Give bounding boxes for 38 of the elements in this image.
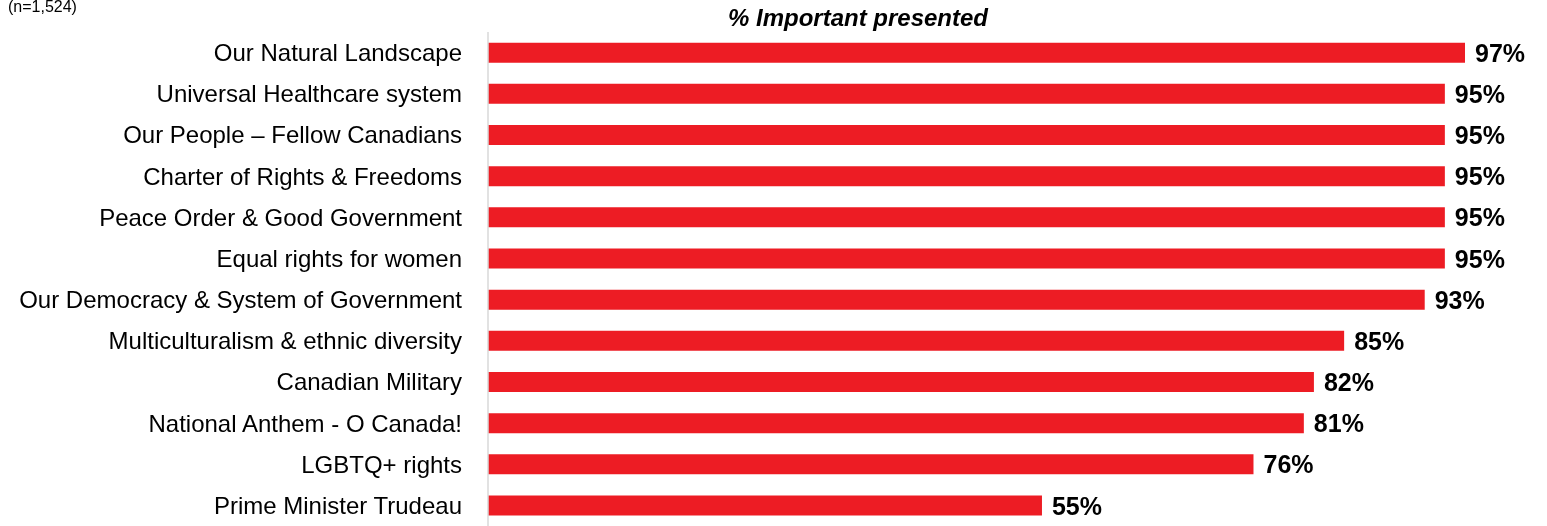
y-tick-label: Canadian Military: [276, 368, 462, 396]
bar: [488, 372, 1314, 393]
data-label: 82%: [1323, 368, 1374, 397]
data-label: 85%: [1354, 326, 1405, 355]
y-tick-label: Multiculturalism & ethnic diversity: [108, 327, 462, 355]
y-tick-label: Charter of Rights & Freedoms: [143, 162, 462, 190]
bar: [488, 207, 1445, 228]
bar: [488, 42, 1465, 63]
data-label: 95%: [1454, 244, 1505, 273]
data-label: 93%: [1434, 285, 1485, 314]
data-label: 95%: [1454, 203, 1505, 232]
y-tick-label: National Anthem - O Canada!: [148, 409, 462, 437]
data-label: 76%: [1263, 450, 1314, 479]
y-tick-label: LGBTQ+ rights: [301, 450, 462, 478]
bar: [488, 330, 1345, 351]
data-label: 55%: [1051, 491, 1103, 520]
data-label: 95%: [1454, 162, 1505, 191]
bar: [488, 83, 1445, 104]
data-label: 81%: [1313, 409, 1364, 438]
bar: [488, 454, 1254, 475]
bar: [488, 125, 1445, 146]
y-tick-label: Our Democracy & System of Government: [19, 286, 463, 314]
chart-title: % Important presented: [726, 4, 990, 32]
y-tick-label: Our People – Fellow Canadians: [123, 121, 462, 149]
bar: [488, 289, 1425, 310]
bar: [488, 495, 1042, 516]
bar: [488, 248, 1445, 269]
y-tick-label: Universal Healthcare system: [156, 80, 462, 108]
data-label: 95%: [1454, 121, 1505, 150]
data-label: 97%: [1475, 38, 1526, 67]
text: (n=1,524): [8, 0, 77, 16]
bar: [488, 413, 1304, 434]
y-tick-label: Our Natural Landscape: [213, 39, 462, 67]
bar: [488, 166, 1445, 187]
y-tick-label: Peace Order & Good Government: [99, 203, 463, 231]
data-label: 95%: [1454, 79, 1505, 108]
y-tick-label: Prime Minister Trudeau: [213, 491, 462, 519]
y-tick-label: Equal rights for women: [216, 244, 462, 272]
